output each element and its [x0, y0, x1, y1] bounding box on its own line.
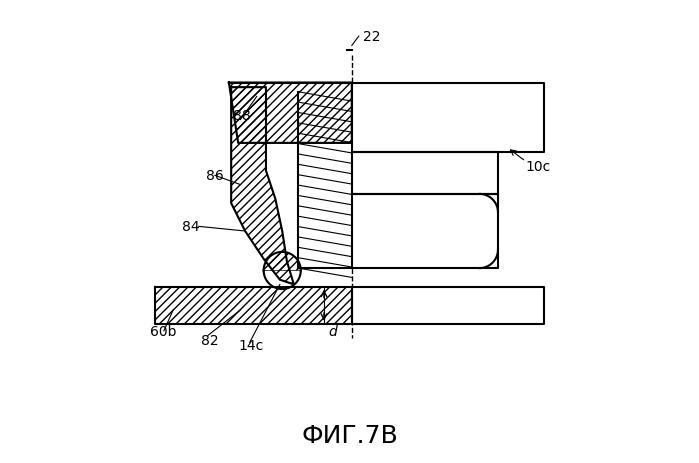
Polygon shape	[352, 153, 498, 194]
Text: 82: 82	[201, 333, 219, 347]
Text: 86: 86	[206, 169, 224, 183]
Text: d: d	[329, 324, 338, 338]
Text: 84: 84	[182, 220, 200, 234]
Polygon shape	[352, 287, 545, 324]
Text: ФИГ.7В: ФИГ.7В	[301, 423, 398, 447]
Text: 22: 22	[363, 30, 381, 44]
Text: 10c: 10c	[526, 160, 551, 174]
Text: 60b: 60b	[150, 324, 176, 338]
Text: 88: 88	[233, 109, 251, 123]
Text: 14c: 14c	[238, 338, 264, 352]
Polygon shape	[352, 194, 498, 269]
Polygon shape	[352, 83, 545, 153]
